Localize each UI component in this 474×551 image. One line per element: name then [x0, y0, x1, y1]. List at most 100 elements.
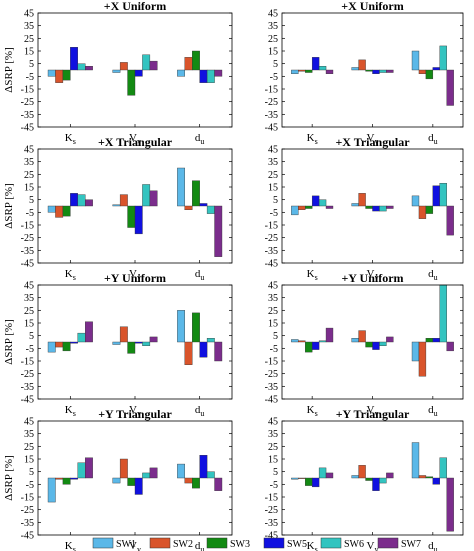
bar-sw1: [177, 310, 186, 343]
bar-sw3: [62, 341, 71, 352]
y-tick-label: 15: [268, 319, 278, 330]
y-axis-label: ΔSRP [%]: [3, 183, 15, 228]
bar-sw1: [411, 341, 420, 362]
y-axis-label: ΔSRP [%]: [3, 47, 15, 92]
bar-sw6: [318, 199, 327, 207]
y-tick-label: 25: [24, 306, 34, 317]
bar-sw5: [372, 477, 380, 491]
x-tick-label: Ks: [65, 132, 76, 146]
y-tick-label: -45: [21, 123, 34, 134]
bar-sw3: [425, 205, 434, 214]
legend: SW1 SW2 SW3 SW5 SW6 SW7: [92, 537, 421, 550]
y-tick-label: -5: [26, 344, 34, 355]
y-tick-label: 45: [24, 417, 34, 428]
bar-sw5: [432, 185, 440, 207]
y-tick-label: 15: [268, 183, 278, 194]
bar-sw3: [365, 341, 373, 348]
bar-sw1: [291, 69, 299, 74]
bar-sw7: [325, 205, 334, 209]
y-tick-label: 35: [24, 293, 34, 304]
bar-sw6: [142, 472, 151, 479]
bar-sw5: [432, 67, 440, 71]
bar-sw3: [127, 205, 136, 228]
bar-sw1: [112, 477, 121, 484]
y-tick-label: -25: [21, 369, 34, 380]
y-tick-label: -15: [21, 357, 34, 368]
y-tick-label: 25: [268, 34, 278, 45]
bar-sw1: [351, 338, 359, 343]
y-tick-label: 35: [268, 429, 278, 440]
y-tick-label: 5: [273, 331, 278, 342]
y-tick-label: -25: [265, 505, 278, 516]
bar-sw7: [85, 199, 93, 207]
bar-sw1: [291, 339, 299, 343]
bar-sw6: [77, 63, 86, 71]
bar-sw5: [70, 477, 78, 480]
bar-sw1: [47, 205, 56, 213]
bar-sw2: [418, 475, 427, 479]
y-tick-label: 5: [29, 195, 34, 206]
bar-sw2: [184, 205, 193, 210]
y-axis-label: ΔSRP [%]: [3, 319, 15, 364]
y-tick-label: -15: [21, 221, 34, 232]
bar-sw7: [446, 69, 454, 106]
bar-sw5: [372, 205, 380, 212]
bar-sw5: [432, 338, 440, 343]
y-tick-label: -5: [270, 208, 278, 219]
bar-sw5: [311, 477, 320, 488]
bar-sw7: [386, 69, 394, 73]
x-tick-label: Vy: [367, 132, 379, 146]
y-tick-label: 45: [24, 281, 34, 292]
x-tick-label: du: [428, 540, 438, 551]
legend-label-sw2: SW2: [173, 539, 193, 550]
bar-sw2: [298, 340, 306, 343]
y-tick-label: -25: [265, 97, 278, 108]
y-tick-label: 5: [29, 59, 34, 70]
y-tick-label: -35: [265, 110, 278, 121]
bar-sw1: [411, 442, 420, 479]
bar-sw2: [358, 193, 366, 207]
y-tick-label: -45: [21, 259, 34, 270]
bar-sw5: [134, 341, 143, 344]
y-tick-label: 25: [24, 170, 34, 181]
bar-sw3: [192, 477, 200, 489]
y-tick-label: -35: [265, 382, 278, 393]
bar-sw1: [177, 463, 186, 479]
y-axis-label: ΔSRP [%]: [3, 455, 15, 500]
bar-sw1: [351, 67, 359, 71]
bar-sw7: [446, 341, 454, 352]
chart-title: +Y Triangular: [336, 407, 410, 421]
bar-sw5: [70, 193, 78, 207]
y-tick-label: -5: [26, 480, 34, 491]
y-tick-label: 45: [268, 281, 278, 292]
bar-sw7: [149, 60, 158, 71]
y-tick-label: 35: [268, 293, 278, 304]
bar-sw2: [55, 341, 64, 348]
bar-sw6: [77, 332, 86, 343]
bar-sw1: [177, 167, 186, 207]
bar-sw5: [372, 69, 380, 74]
bar-sw7: [446, 205, 454, 236]
bar-sw5: [134, 69, 143, 77]
bar-sw1: [47, 341, 56, 353]
y-tick-label: -45: [265, 123, 278, 134]
bar-sw5: [311, 341, 320, 350]
x-tick-label: Vy: [129, 132, 141, 146]
bar-sw6: [142, 341, 151, 346]
bar-sw5: [432, 477, 440, 485]
y-tick-label: -35: [21, 110, 34, 121]
bar-sw2: [184, 341, 193, 365]
bar-sw6: [206, 205, 215, 214]
y-tick-label: -35: [265, 246, 278, 257]
bar-sw6: [206, 471, 215, 479]
y-tick-label: 5: [273, 195, 278, 206]
y-tick-label: 15: [24, 47, 34, 58]
y-tick-label: -5: [270, 344, 278, 355]
x-tick-label: Ks: [65, 268, 76, 282]
bar-sw6: [379, 341, 387, 346]
